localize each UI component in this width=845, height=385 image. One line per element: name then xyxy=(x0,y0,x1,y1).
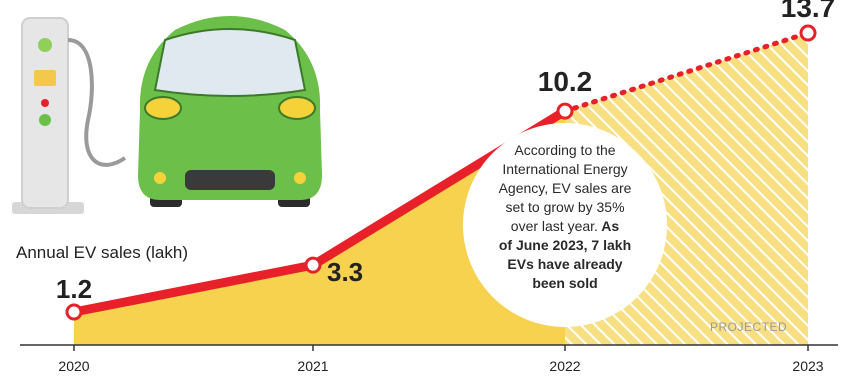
x-tick-label-2022: 2022 xyxy=(549,358,580,374)
annotation-line: Agency, EV sales are xyxy=(499,180,632,196)
annotation-line-bold: As xyxy=(598,218,619,234)
value-label-2023: 13.7 xyxy=(781,0,836,23)
annotation-line: International Energy xyxy=(502,161,627,177)
value-label-2021: 3.3 xyxy=(327,257,363,287)
value-label-2022: 10.2 xyxy=(538,66,593,97)
annotation-callout: According to the International Energy Agen… xyxy=(463,123,667,327)
ev-charger-icon xyxy=(12,17,127,214)
annotation-line: According to the xyxy=(514,142,615,158)
area-actual xyxy=(74,111,565,346)
data-point-2023 xyxy=(799,24,817,42)
x-tick-label-2021: 2021 xyxy=(297,358,328,374)
annotation-text: According to the International Energy Agen… xyxy=(499,142,632,291)
annotation-line-bold: of June 2023, 7 lakh xyxy=(499,237,631,253)
x-tick-label-2020: 2020 xyxy=(58,358,89,374)
annotation-line: set to grow by 35% xyxy=(505,199,624,215)
data-point-2022 xyxy=(556,102,574,120)
series-line-projected xyxy=(562,30,811,114)
value-label-2020: 1.2 xyxy=(56,274,92,304)
y-unit-label: Annual EV sales (lakh) xyxy=(16,243,188,262)
annotation-line-bold: EVs have already xyxy=(507,256,622,272)
projected-label: PROJECTED xyxy=(710,320,787,334)
data-point-2021 xyxy=(304,256,322,274)
data-point-2020 xyxy=(65,303,83,321)
electric-car-icon xyxy=(138,16,322,207)
annotation-line-bold: been sold xyxy=(532,275,597,291)
x-tick-label-2023: 2023 xyxy=(792,358,823,374)
annotation-line: over last year. xyxy=(511,218,598,234)
